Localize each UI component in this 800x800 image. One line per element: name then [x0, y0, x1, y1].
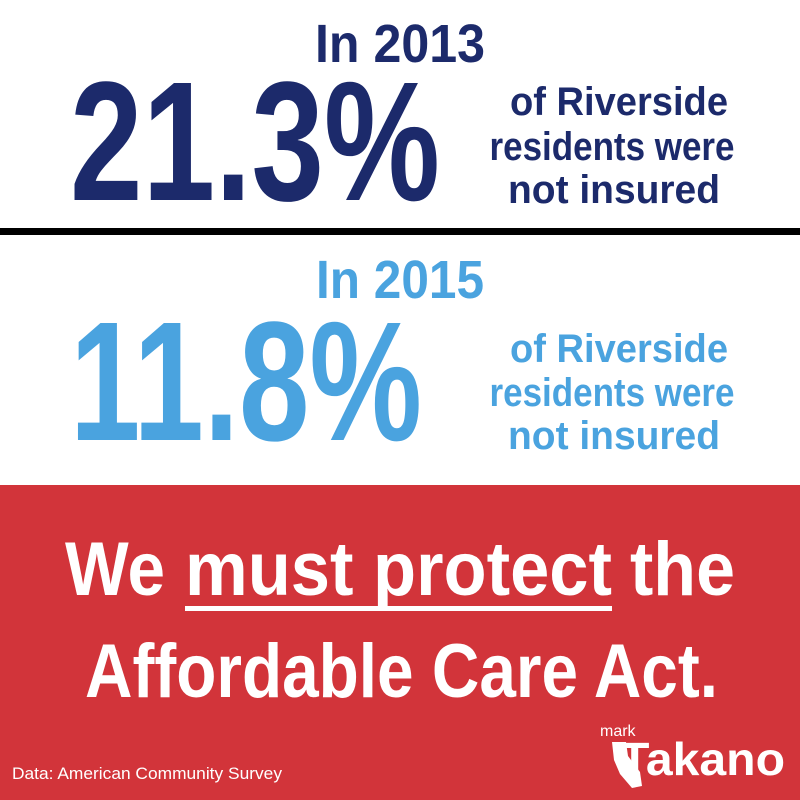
percent: 21.3%: [70, 47, 440, 237]
banner-emphasis: must protect: [185, 527, 612, 612]
divider: [0, 228, 800, 235]
year-label: In 2015: [316, 250, 484, 310]
banner-background: [0, 485, 800, 800]
description-line: not insured: [508, 168, 720, 212]
description-line: residents were: [490, 125, 735, 169]
source: Data: American Community Survey: [12, 764, 283, 783]
logo-state-shape: [612, 742, 642, 788]
year-label: In 2013: [315, 14, 485, 74]
description-line: of Riverside: [510, 80, 728, 124]
description-line: of Riverside: [510, 327, 728, 371]
underline: [185, 606, 612, 611]
banner-text: the: [630, 527, 735, 612]
description-line: not insured: [508, 414, 720, 458]
percent: 11.8%: [70, 287, 422, 477]
background: [0, 0, 800, 485]
banner-text: We: [65, 527, 165, 612]
logo-prefix: mark: [600, 723, 637, 740]
logo-name: Takano: [620, 733, 785, 785]
banner-text: Affordable Care Act.: [85, 629, 718, 714]
description-line: residents were: [490, 371, 735, 415]
